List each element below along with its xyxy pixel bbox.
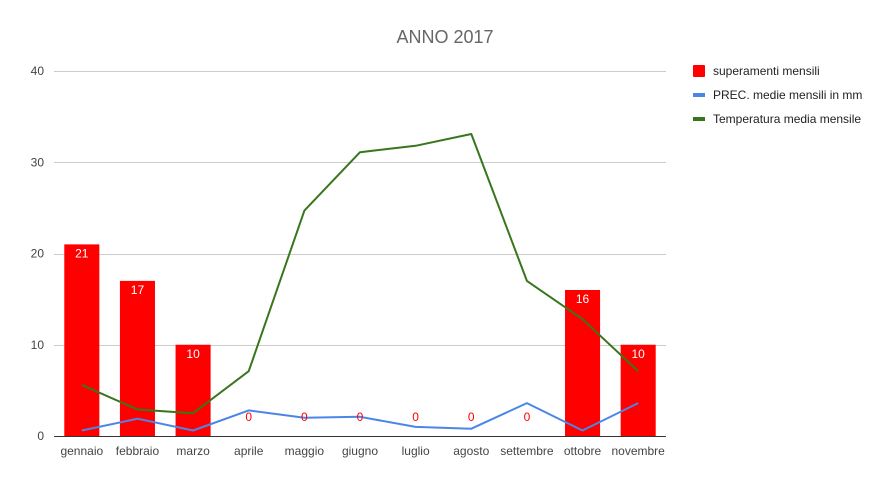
- legend-swatch: [693, 117, 705, 121]
- x-tick-label: luglio: [402, 444, 430, 458]
- bar-data-label: 0: [301, 410, 308, 424]
- x-tick-label: marzo: [176, 444, 210, 458]
- bar: [175, 344, 211, 436]
- bar: [64, 244, 100, 436]
- bar-data-label: 16: [576, 292, 590, 306]
- bar-data-label: 0: [412, 410, 419, 424]
- bar-data-labels: 21 17 10 0 0 0 0 0 0 16 10: [75, 246, 645, 424]
- legend-swatch: [693, 93, 705, 97]
- x-tick-label: aprile: [234, 444, 264, 458]
- bar-data-label: 0: [468, 410, 475, 424]
- x-tick-label: novembre: [611, 444, 665, 458]
- y-tick-label: 20: [31, 247, 45, 261]
- bar: [565, 290, 601, 436]
- y-axis-ticks: 0 10 20 30 40: [31, 64, 45, 443]
- bar: [119, 280, 155, 436]
- bar-data-label: 0: [357, 410, 364, 424]
- series-line: [81, 133, 639, 415]
- bar-data-label: 0: [245, 410, 252, 424]
- x-tick-label: maggio: [285, 444, 325, 458]
- legend: superamenti mensili PREC. medie mensili i…: [693, 64, 862, 126]
- y-tick-label: 0: [37, 429, 44, 443]
- x-tick-label: agosto: [453, 444, 489, 458]
- bar-series: [64, 244, 656, 436]
- gridlines: [54, 71, 666, 346]
- series-line: [81, 402, 639, 432]
- x-tick-label: ottobre: [564, 444, 602, 458]
- x-tick-label: gennaio: [60, 444, 103, 458]
- line-series: [81, 133, 639, 432]
- legend-label: PREC. medie mensili in mm: [713, 88, 862, 102]
- x-tick-label: febbraio: [116, 444, 160, 458]
- x-axis-ticks: gennaio febbraio marzo aprile maggio giugno lu…: [60, 444, 665, 458]
- legend-swatch: [693, 65, 705, 77]
- bar-data-label: 10: [186, 347, 200, 361]
- y-tick-label: 40: [31, 64, 45, 78]
- bar-data-label: 10: [632, 347, 646, 361]
- chart-title: ANNO 2017: [396, 27, 493, 47]
- legend-label: superamenti mensili: [713, 64, 820, 78]
- bar-data-label: 0: [524, 410, 531, 424]
- y-tick-label: 10: [31, 338, 45, 352]
- bar-data-label: 17: [131, 283, 145, 297]
- x-tick-label: settembre: [500, 444, 554, 458]
- x-tick-label: giugno: [342, 444, 378, 458]
- legend-label: Temperatura media mensile: [713, 112, 861, 126]
- y-tick-label: 30: [31, 155, 45, 169]
- bar-data-label: 21: [75, 246, 89, 260]
